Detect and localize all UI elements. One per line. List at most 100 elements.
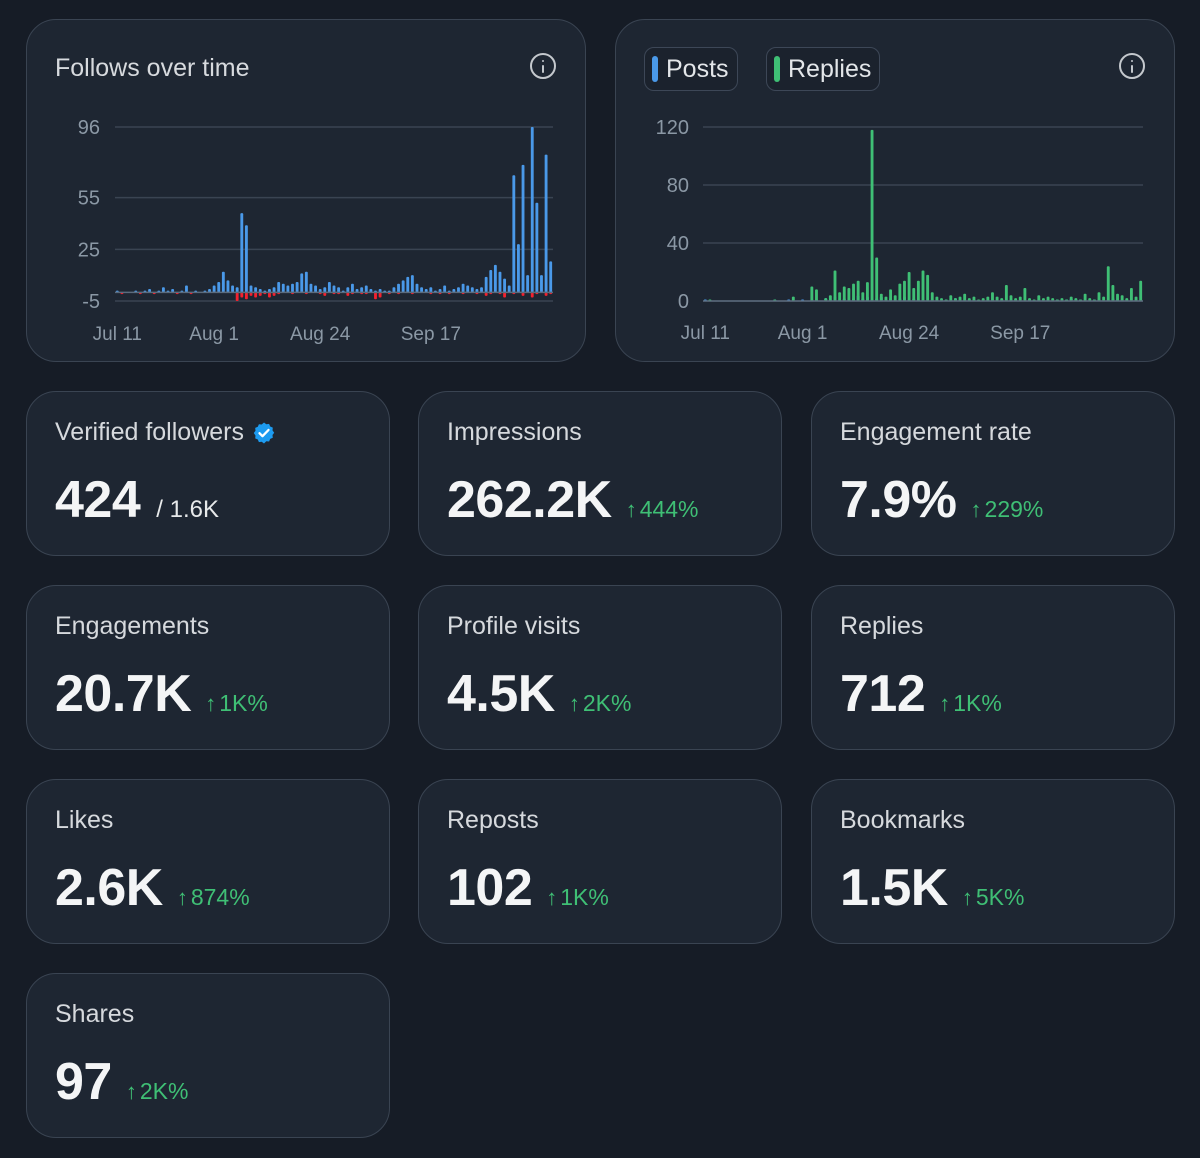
bar-gained[interactable] <box>171 288 175 293</box>
bar-gained[interactable] <box>217 282 221 293</box>
bar-replies[interactable] <box>842 286 846 302</box>
bar-gained[interactable] <box>281 283 285 293</box>
bar-replies[interactable] <box>1023 287 1027 301</box>
bar-replies[interactable] <box>986 296 990 301</box>
bar-gained[interactable] <box>549 261 553 293</box>
bar-gained[interactable] <box>364 285 368 293</box>
bar-gained[interactable] <box>420 287 424 293</box>
bar-replies[interactable] <box>995 296 999 301</box>
bar-replies[interactable] <box>963 293 967 301</box>
bar-replies[interactable] <box>1018 296 1022 301</box>
bar-replies[interactable] <box>949 295 953 301</box>
bar-gained[interactable] <box>314 285 317 293</box>
bar-replies[interactable] <box>1083 293 1087 301</box>
bar-gained[interactable] <box>291 283 294 293</box>
bar-gained[interactable] <box>231 285 234 293</box>
bar-replies[interactable] <box>935 296 939 301</box>
legend-posts-toggle[interactable]: Posts <box>644 47 738 91</box>
bar-gained[interactable] <box>161 287 165 293</box>
bar-gained[interactable] <box>332 285 336 293</box>
bar-gained[interactable] <box>493 264 497 293</box>
bar-replies[interactable] <box>791 296 795 301</box>
bar-gained[interactable] <box>470 287 474 293</box>
bar-replies[interactable] <box>1106 266 1110 301</box>
bar-replies[interactable] <box>972 296 976 301</box>
bar-gained[interactable] <box>503 278 507 293</box>
bar-replies[interactable] <box>893 295 897 301</box>
bar-lost[interactable] <box>503 292 507 298</box>
bar-replies[interactable] <box>921 270 925 301</box>
bar-gained[interactable] <box>268 288 271 293</box>
bar-gained[interactable] <box>457 287 460 293</box>
bar-lost[interactable] <box>272 292 276 296</box>
bar-gained[interactable] <box>304 271 308 293</box>
bar-gained[interactable] <box>521 164 525 293</box>
bar-lost[interactable] <box>249 292 253 296</box>
bar-gained[interactable] <box>466 285 470 293</box>
bar-replies[interactable] <box>1069 296 1073 301</box>
bar-lost[interactable] <box>235 292 239 301</box>
bar-replies[interactable] <box>1037 295 1041 301</box>
info-icon[interactable] <box>1119 53 1145 79</box>
bar-replies[interactable] <box>1046 296 1050 301</box>
bar-replies[interactable] <box>838 292 842 301</box>
bar-replies[interactable] <box>870 129 874 301</box>
bar-replies[interactable] <box>1004 285 1008 301</box>
bar-gained[interactable] <box>286 285 290 293</box>
bar-gained[interactable] <box>530 127 534 293</box>
bar-gained[interactable] <box>475 288 479 293</box>
bar-replies[interactable] <box>1009 295 1013 301</box>
bar-gained[interactable] <box>512 175 516 293</box>
bar-replies[interactable] <box>810 286 814 302</box>
bar-gained[interactable] <box>378 288 382 293</box>
bar-gained[interactable] <box>535 202 539 293</box>
bar-replies[interactable] <box>1111 285 1115 301</box>
bar-gained[interactable] <box>516 244 520 293</box>
bar-gained[interactable] <box>397 283 400 293</box>
bar-lost[interactable] <box>374 292 377 300</box>
bar-gained[interactable] <box>424 288 428 293</box>
posts-replies-chart[interactable]: 120 80 40 0 Jul 11 Aug 1 Aug 24 Sep 17 <box>616 20 1173 360</box>
bar-gained[interactable] <box>300 273 304 293</box>
bar-lost[interactable] <box>244 292 248 300</box>
bar-gained[interactable] <box>452 288 456 293</box>
bar-lost[interactable] <box>521 292 525 296</box>
bar-gained[interactable] <box>401 280 405 293</box>
bar-lost[interactable] <box>378 292 382 298</box>
bar-replies[interactable] <box>991 292 994 301</box>
bar-gained[interactable] <box>258 288 262 293</box>
bar-gained[interactable] <box>254 287 258 293</box>
bar-gained[interactable] <box>185 285 188 293</box>
bar-gained[interactable] <box>323 287 327 293</box>
bar-replies[interactable] <box>879 293 883 301</box>
bar-gained[interactable] <box>249 285 253 293</box>
bar-lost[interactable] <box>323 292 327 296</box>
bar-lost[interactable] <box>544 292 548 296</box>
bar-replies[interactable] <box>856 280 860 301</box>
bar-replies[interactable] <box>875 257 879 302</box>
bar-gained[interactable] <box>360 287 364 293</box>
bar-lost[interactable] <box>268 292 271 298</box>
bar-replies[interactable] <box>1129 287 1133 301</box>
bar-lost[interactable] <box>484 292 488 296</box>
bar-gained[interactable] <box>429 287 433 293</box>
bar-gained[interactable] <box>526 275 530 293</box>
bar-replies[interactable] <box>903 280 906 301</box>
bar-gained[interactable] <box>272 287 276 293</box>
bar-gained[interactable] <box>212 285 216 293</box>
bar-gained[interactable] <box>392 287 396 293</box>
bar-gained[interactable] <box>369 288 373 293</box>
bar-replies[interactable] <box>847 287 851 301</box>
bar-gained[interactable] <box>410 275 414 293</box>
bar-replies[interactable] <box>865 282 869 301</box>
bar-replies[interactable] <box>833 270 837 301</box>
bar-gained[interactable] <box>507 285 511 293</box>
bar-gained[interactable] <box>406 276 410 293</box>
bar-replies[interactable] <box>1102 296 1106 301</box>
bar-gained[interactable] <box>461 283 465 293</box>
bar-gained[interactable] <box>498 271 502 293</box>
bar-replies[interactable] <box>1116 293 1119 301</box>
bar-gained[interactable] <box>295 282 299 293</box>
bar-replies[interactable] <box>889 289 893 301</box>
bar-gained[interactable] <box>544 154 548 293</box>
